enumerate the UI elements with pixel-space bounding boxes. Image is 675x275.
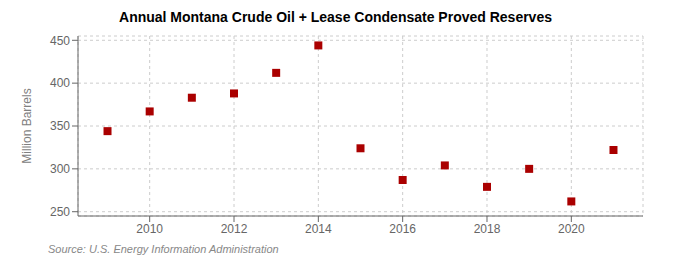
svg-text:2020: 2020: [558, 222, 585, 236]
svg-text:2016: 2016: [389, 222, 416, 236]
svg-text:2014: 2014: [305, 222, 332, 236]
svg-text:450: 450: [50, 34, 70, 48]
svg-text:300: 300: [50, 162, 70, 176]
svg-text:350: 350: [50, 119, 70, 133]
html-text:Source: U.S. Energy Informatio: Source: U.S. Energy Information Administ…: [48, 243, 279, 255]
svg-text:2012: 2012: [221, 222, 248, 236]
svg-text:250: 250: [50, 205, 70, 219]
svg-text:2010: 2010: [136, 222, 163, 236]
svg-text:400: 400: [50, 76, 70, 90]
svg-text:Million Barrels: Million Barrels: [20, 88, 34, 163]
svg-text:2018: 2018: [474, 222, 501, 236]
html-text:Annual Montana Crude Oil + Lea: Annual Montana Crude Oil + Lease Condens…: [119, 9, 552, 25]
